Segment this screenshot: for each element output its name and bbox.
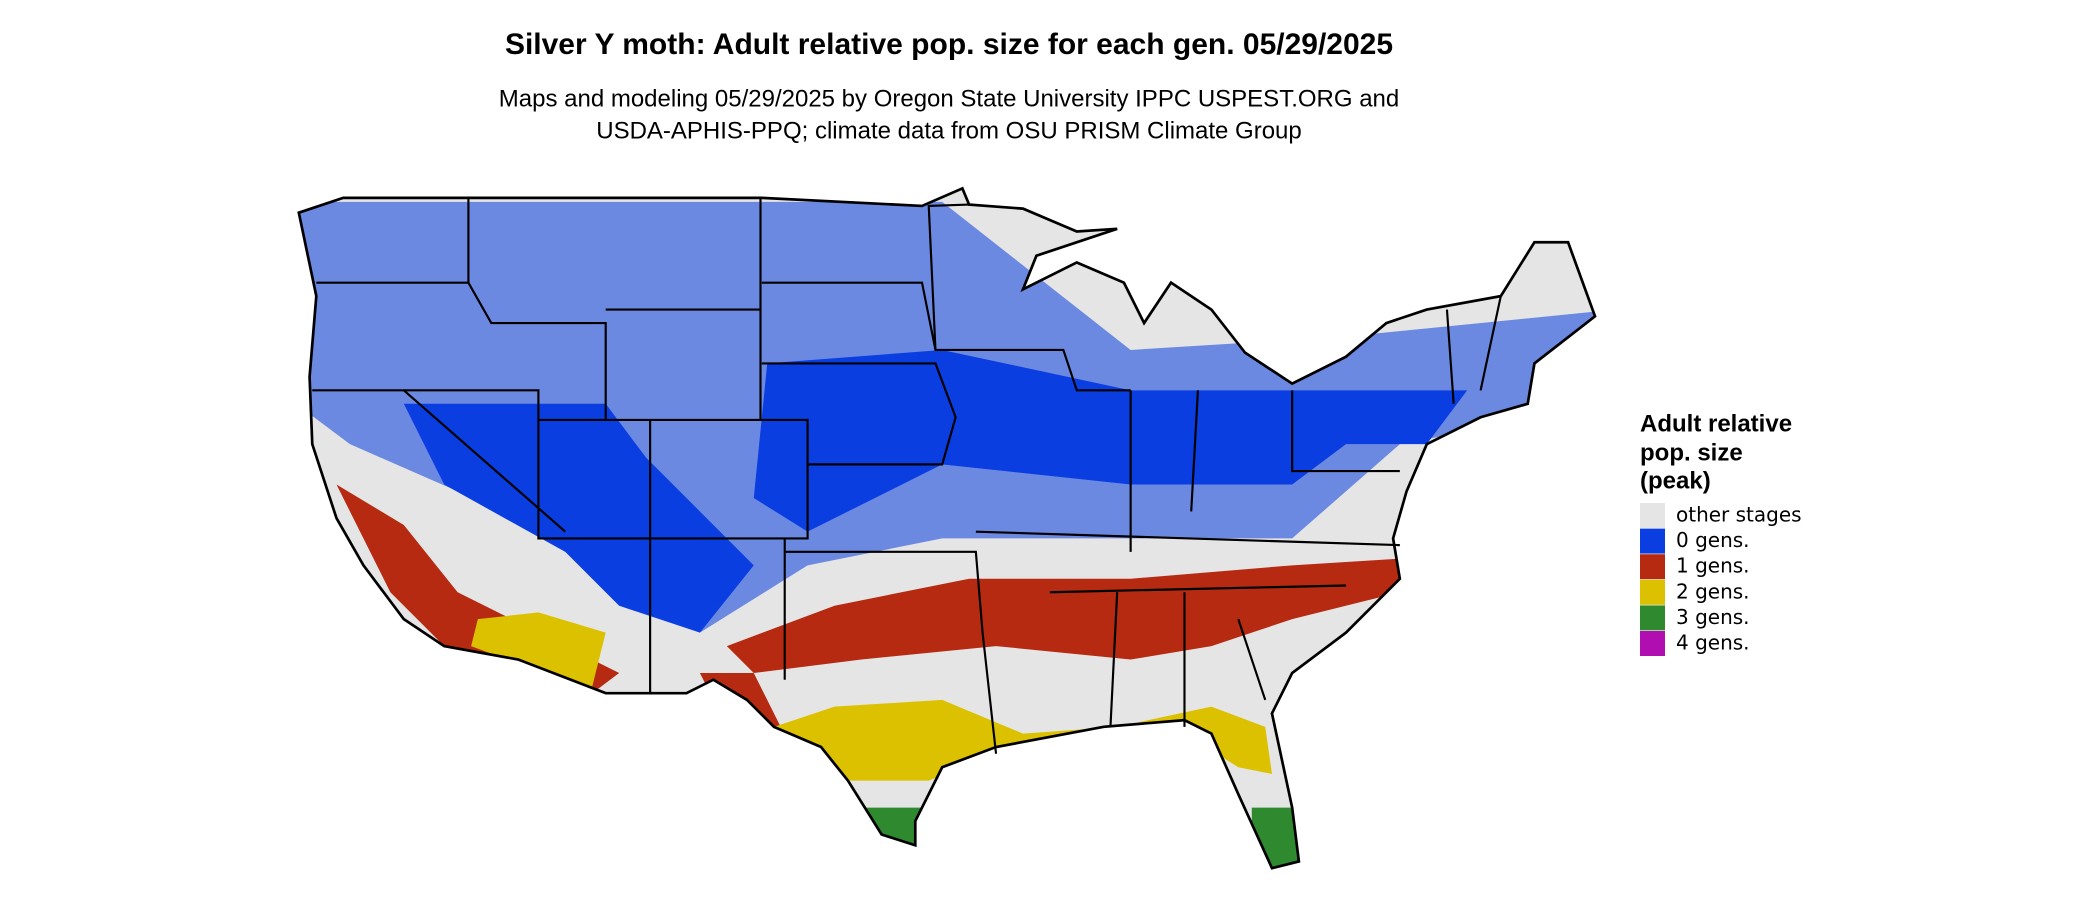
subtitle: Maps and modeling 05/29/2025 by Oregon S… [499, 85, 1399, 112]
legend-swatch [1640, 579, 1665, 605]
legend-label: other stages [1676, 503, 1802, 527]
legend-title: (peak) [1640, 467, 1711, 494]
band-zero-west [403, 403, 754, 633]
map [297, 186, 1597, 870]
state-lines [312, 197, 1502, 754]
band-two-az [471, 612, 606, 687]
legend-label: 0 gens. [1676, 528, 1750, 552]
legend-label: 2 gens. [1676, 579, 1750, 603]
band-three [861, 807, 1306, 869]
legend-title: Adult relative [1640, 410, 1792, 437]
legend-swatch [1640, 605, 1665, 631]
legend-swatch [1640, 554, 1665, 580]
legend-swatch [1640, 528, 1665, 554]
legend-label: 3 gens. [1676, 605, 1750, 629]
us-outline [297, 186, 1597, 870]
band-zero [753, 349, 1468, 532]
legend-title: pop. size [1640, 439, 1743, 466]
band-two [753, 699, 1272, 781]
legend-label: 1 gens. [1676, 554, 1750, 578]
subtitle: USDA-APHIS-PPQ; climate data from OSU PR… [596, 117, 1302, 144]
legend-swatch [1640, 631, 1665, 656]
legend-swatch [1640, 503, 1665, 528]
legend-label: 4 gens. [1676, 631, 1750, 655]
title: Silver Y moth: Adult relative pop. size … [505, 28, 1393, 61]
state-line [312, 197, 1502, 754]
